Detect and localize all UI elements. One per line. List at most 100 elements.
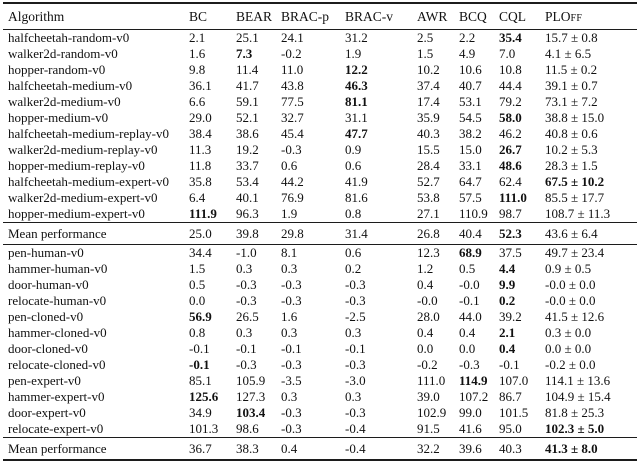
score-cell: 7.3 [236, 46, 253, 61]
table-row: halfcheetah-medium-v0 36.1 41.7 43.8 46.3 37.… [3, 78, 637, 94]
score-cell: 103.4 [236, 405, 266, 420]
table-header: Algorithm BC BEAR BRAC-p BRAC-v AWR BCQ … [3, 2, 637, 30]
table-body: halfcheetah-random-v0 2.1 25.1 24.1 31.2 2.5 2… [3, 30, 637, 461]
score-cell: 38.2 [459, 126, 482, 141]
algorithm-name-cell: relocate-human-v0 [8, 293, 107, 308]
score-cell: 53.1 [459, 94, 482, 109]
algorithm-name-cell: hammer-expert-v0 [8, 389, 105, 404]
score-cell: -0.4 [345, 421, 366, 436]
score-cell: 58.0 [499, 110, 522, 125]
score-cell: 0.6 [345, 245, 362, 260]
score-cell: 28.3 ± 1.5 [545, 158, 598, 173]
score-cell: 19.2 [236, 142, 259, 157]
table-row: hopper-random-v0 9.8 11.4 11.0 12.2 10.2 10.6 1… [3, 62, 637, 78]
algorithm-name-cell: door-cloned-v0 [8, 341, 88, 356]
algorithm-name-cell: relocate-cloned-v0 [8, 357, 106, 372]
score-cell: 111.0 [417, 373, 446, 388]
score-cell: -0.1 [236, 341, 257, 356]
score-cell: 68.9 [459, 245, 482, 260]
ploff-label-main: PLO [545, 8, 571, 24]
score-cell: -0.2 ± 0.0 [545, 357, 596, 372]
score-cell: 38.8 ± 15.0 [545, 110, 605, 125]
score-cell: 0.3 [236, 325, 253, 340]
score-cell: 10.2 ± 5.3 [545, 142, 598, 157]
score-cell: 85.1 [189, 373, 212, 388]
score-cell: 36.7 [189, 437, 236, 461]
score-cell: 38.4 [189, 126, 212, 141]
score-cell: 15.0 [459, 142, 482, 157]
score-cell: 11.8 [189, 158, 212, 173]
algorithm-name-cell: door-human-v0 [8, 277, 89, 292]
score-cell: 77.5 [281, 94, 304, 109]
score-cell: 6.4 [189, 190, 206, 205]
algorithm-name-cell: walker2d-medium-v0 [8, 94, 121, 109]
score-cell: 40.3 [499, 437, 545, 461]
algorithm-name-cell: walker2d-medium-expert-v0 [8, 190, 158, 205]
score-cell: 98.6 [236, 421, 259, 436]
score-cell: 24.1 [281, 30, 304, 45]
score-cell: 29.0 [189, 110, 212, 125]
score-cell: -0.3 [281, 405, 302, 420]
score-cell: 45.4 [281, 126, 304, 141]
score-cell: 101.3 [189, 421, 219, 436]
table-row: relocate-expert-v0 101.3 98.6 -0.3 -0.4 91.5 4… [3, 421, 637, 438]
table-row: hopper-medium-expert-v0 111.9 96.3 1.9 0.8 27… [3, 206, 637, 223]
table-row: walker2d-medium-v0 6.6 59.1 77.5 81.1 17.4 53.… [3, 94, 637, 110]
table-row: hammer-cloned-v0 0.8 0.3 0.3 0.3 0.4 0.4 2.1 0.3… [3, 325, 637, 341]
score-cell: 25.1 [236, 30, 259, 45]
mean-performance-label: Mean performance [3, 222, 189, 245]
algorithm-name-cell: walker2d-random-v0 [8, 46, 118, 61]
algorithm-name-cell: relocate-expert-v0 [8, 421, 104, 436]
score-cell: 12.2 [345, 62, 368, 77]
column-header-bear: BEAR [236, 2, 281, 30]
algorithm-name-cell: hammer-cloned-v0 [8, 325, 107, 340]
score-cell: 33.1 [459, 158, 482, 173]
score-cell: 37.5 [499, 245, 522, 260]
score-cell: 34.9 [189, 405, 212, 420]
score-cell: 44.4 [499, 78, 522, 93]
score-cell: 41.6 [459, 421, 482, 436]
score-cell: -0.1 [281, 341, 302, 356]
score-cell: 38.3 [236, 437, 281, 461]
score-cell: 64.7 [459, 174, 482, 189]
score-cell: 98.7 [499, 206, 522, 221]
algorithm-name-cell: pen-expert-v0 [8, 373, 81, 388]
column-header-bcq: BCQ [459, 2, 499, 30]
score-cell: -0.3 [345, 293, 366, 308]
score-cell: 35.8 [189, 174, 212, 189]
score-cell: 0.4 [459, 325, 476, 340]
score-cell: -0.1 [189, 341, 210, 356]
score-cell: 6.6 [189, 94, 206, 109]
score-cell: 41.5 ± 12.6 [545, 309, 605, 324]
score-cell: 76.9 [281, 190, 304, 205]
score-cell: 44.2 [281, 174, 304, 189]
score-cell: 108.7 ± 11.3 [545, 206, 611, 221]
score-cell: 86.7 [499, 389, 522, 404]
score-cell: 28.4 [417, 158, 440, 173]
score-cell: 0.3 [281, 261, 298, 276]
score-cell: -0.3 [281, 421, 302, 436]
score-cell: 52.7 [417, 174, 440, 189]
score-cell: 127.3 [236, 389, 266, 404]
score-cell: 79.2 [499, 94, 522, 109]
score-cell: -0.3 [345, 277, 366, 292]
score-cell: 54.5 [459, 110, 482, 125]
score-cell: 0.9 ± 0.5 [545, 261, 592, 276]
score-cell: -1.0 [236, 245, 257, 260]
score-cell: 96.3 [236, 206, 259, 221]
score-cell: 105.9 [236, 373, 266, 388]
score-cell: 40.1 [236, 190, 259, 205]
score-cell: 125.6 [189, 389, 219, 404]
score-cell: 34.4 [189, 245, 212, 260]
score-cell: -0.3 [281, 142, 302, 157]
score-cell: 0.3 [236, 261, 253, 276]
score-cell: -2.5 [345, 309, 366, 324]
score-cell: 0.4 [417, 277, 434, 292]
score-cell: 11.5 ± 0.2 [545, 62, 598, 77]
score-cell: 47.7 [345, 126, 368, 141]
score-cell: -3.5 [281, 373, 302, 388]
score-cell: 48.6 [499, 158, 522, 173]
score-cell: -0.0 ± 0.0 [545, 293, 596, 308]
score-cell: 29.8 [281, 222, 345, 245]
table-row: hopper-medium-v0 29.0 52.1 32.7 31.1 35.9 54.5… [3, 110, 637, 126]
